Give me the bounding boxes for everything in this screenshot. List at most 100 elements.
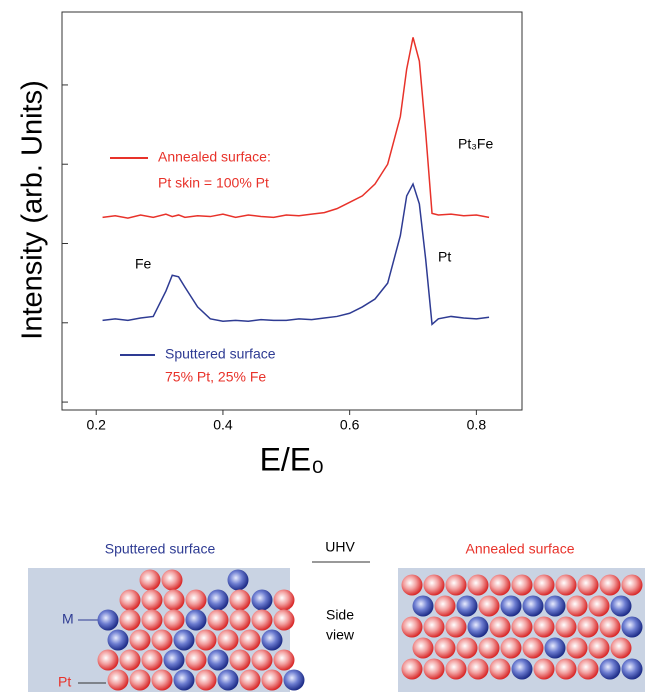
atom-m bbox=[185, 609, 207, 631]
atom-pt bbox=[489, 658, 511, 680]
annotation: Pt bbox=[438, 249, 451, 265]
atom-pt bbox=[610, 637, 632, 659]
atom-pt bbox=[195, 669, 217, 691]
atom-m bbox=[522, 595, 544, 617]
atom-m bbox=[599, 658, 621, 680]
atom-pt bbox=[577, 658, 599, 680]
legend-note: Pt skin = 100% Pt bbox=[158, 175, 269, 191]
atom-m bbox=[544, 595, 566, 617]
panel-title: Sputtered surface bbox=[105, 541, 216, 557]
atom-pt bbox=[566, 595, 588, 617]
atom-pt bbox=[141, 609, 163, 631]
atom-pt bbox=[163, 609, 185, 631]
atom-pt bbox=[139, 569, 161, 591]
atom-pt bbox=[401, 658, 423, 680]
atom-pt bbox=[261, 669, 283, 691]
atom-m bbox=[207, 589, 229, 611]
atom-pt bbox=[423, 658, 445, 680]
series-line bbox=[102, 37, 490, 219]
atom-pt bbox=[412, 637, 434, 659]
atom-pt bbox=[588, 637, 610, 659]
atom-m bbox=[456, 595, 478, 617]
annotation: Fe bbox=[135, 256, 152, 272]
atom-pt bbox=[185, 649, 207, 671]
atom-pt bbox=[229, 589, 251, 611]
atom-pt bbox=[119, 649, 141, 671]
atom-pt bbox=[456, 637, 478, 659]
atom-pt bbox=[423, 616, 445, 638]
atom-pt bbox=[251, 609, 273, 631]
atom-m bbox=[283, 669, 305, 691]
x-tick-label: 0.2 bbox=[86, 417, 106, 433]
atom-pt bbox=[577, 616, 599, 638]
panel-title: Annealed surface bbox=[466, 541, 575, 557]
atom-pt bbox=[141, 649, 163, 671]
atom-m bbox=[251, 589, 273, 611]
atom-pt bbox=[533, 616, 555, 638]
atom-m bbox=[227, 569, 249, 591]
atom-pt bbox=[445, 574, 467, 596]
atom-pt bbox=[401, 616, 423, 638]
atom-label: Pt bbox=[58, 674, 71, 690]
atom-pt bbox=[423, 574, 445, 596]
atom-pt bbox=[555, 574, 577, 596]
x-axis-title: E/E₀ bbox=[260, 441, 325, 477]
atom-pt bbox=[445, 658, 467, 680]
atom-m bbox=[621, 616, 643, 638]
atom-pt bbox=[533, 574, 555, 596]
atom-pt bbox=[500, 637, 522, 659]
atom-label: M bbox=[62, 611, 74, 627]
atom-m bbox=[207, 649, 229, 671]
atom-pt bbox=[478, 637, 500, 659]
atom-pt bbox=[273, 589, 295, 611]
legend-label: Annealed surface: bbox=[158, 149, 271, 165]
atom-pt bbox=[129, 629, 151, 651]
atom-pt bbox=[599, 616, 621, 638]
atom-pt bbox=[467, 574, 489, 596]
atom-pt bbox=[599, 574, 621, 596]
view-label: Side bbox=[326, 607, 354, 623]
atom-m bbox=[500, 595, 522, 617]
annotation: Pt₃Fe bbox=[458, 136, 493, 152]
atom-pt bbox=[467, 658, 489, 680]
atom-pt bbox=[97, 649, 119, 671]
atom-m bbox=[163, 649, 185, 671]
atom-pt bbox=[207, 609, 229, 631]
atom-pt bbox=[229, 649, 251, 671]
atom-pt bbox=[555, 616, 577, 638]
atom-m bbox=[97, 609, 119, 631]
atom-pt bbox=[119, 589, 141, 611]
atom-pt bbox=[251, 649, 273, 671]
atom-pt bbox=[401, 574, 423, 596]
plot-frame bbox=[61, 11, 523, 411]
view-label: view bbox=[326, 627, 355, 643]
atom-pt bbox=[489, 574, 511, 596]
atom-pt bbox=[151, 629, 173, 651]
atom-m bbox=[610, 595, 632, 617]
atom-pt bbox=[129, 669, 151, 691]
atom-pt bbox=[511, 574, 533, 596]
condition: UHV bbox=[325, 539, 355, 555]
atom-pt bbox=[151, 669, 173, 691]
x-tick-label: 0.8 bbox=[467, 417, 487, 433]
atom-m bbox=[412, 595, 434, 617]
y-axis-title: Intensity (arb. Units) bbox=[17, 80, 49, 339]
atom-m bbox=[261, 629, 283, 651]
atom-m bbox=[511, 658, 533, 680]
series-line bbox=[102, 182, 490, 326]
atom-pt bbox=[577, 574, 599, 596]
atom-m bbox=[173, 629, 195, 651]
atom-m bbox=[544, 637, 566, 659]
atom-pt bbox=[445, 616, 467, 638]
atom-pt bbox=[239, 669, 261, 691]
x-tick-label: 0.6 bbox=[340, 417, 360, 433]
atom-pt bbox=[119, 609, 141, 631]
atom-pt bbox=[489, 616, 511, 638]
atom-pt bbox=[195, 629, 217, 651]
legend-note: 75% Pt, 25% Fe bbox=[165, 369, 266, 385]
atom-pt bbox=[522, 637, 544, 659]
atom-pt bbox=[621, 574, 643, 596]
atom-m bbox=[217, 669, 239, 691]
atom-pt bbox=[555, 658, 577, 680]
